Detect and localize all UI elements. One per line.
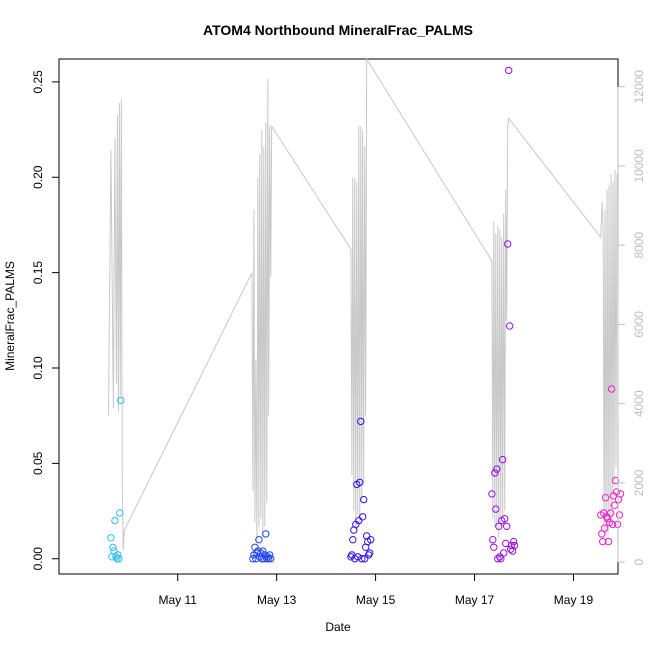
data-point <box>249 555 257 563</box>
data-point <box>495 522 503 530</box>
y-axis-label: MineralFrac_PALMS <box>3 261 17 371</box>
data-point <box>259 547 267 555</box>
right-tick-label: 8000 <box>632 232 646 259</box>
data-point <box>356 478 364 487</box>
data-point <box>598 530 606 538</box>
data-point <box>604 537 613 546</box>
x-axis-label: Date <box>325 620 351 634</box>
data-point <box>354 553 362 561</box>
data-point <box>612 488 621 496</box>
x-axis: May 11 May 13 May 15 May 17 May 19 <box>158 573 594 607</box>
data-point <box>359 513 367 521</box>
data-point <box>262 530 270 538</box>
right-tick-label: 12000 <box>632 70 646 104</box>
data-point <box>111 516 119 525</box>
data-point <box>503 522 511 530</box>
data-point <box>500 549 508 557</box>
data-point <box>601 494 610 502</box>
data-point <box>117 396 125 405</box>
data-point <box>252 555 260 563</box>
data-point <box>607 385 616 393</box>
data-point <box>510 541 519 550</box>
left-tick-label: 0.15 <box>31 261 45 285</box>
left-tick-label: 0.05 <box>31 451 45 475</box>
data-point <box>600 524 609 532</box>
data-point <box>115 555 123 563</box>
data-point <box>509 537 518 546</box>
data-point <box>608 520 617 529</box>
data-point <box>491 469 499 477</box>
plot-frame <box>58 58 619 575</box>
data-point <box>504 240 512 248</box>
x-tick-label: May 11 <box>158 593 197 607</box>
data-point <box>506 322 514 330</box>
left-tick-label: 0.00 <box>31 547 45 571</box>
chart-title: ATOM4 Northbound MineralFrac_PALMS <box>203 22 473 38</box>
series-group-2 <box>249 530 275 563</box>
data-point <box>113 555 121 563</box>
data-point <box>360 495 368 504</box>
data-point <box>260 555 268 563</box>
data-point <box>265 555 273 563</box>
x-tick-label: May 17 <box>455 593 495 607</box>
data-point <box>499 455 507 464</box>
secondary-line-layer <box>108 57 618 551</box>
data-point <box>266 551 274 559</box>
secondary-series-line <box>108 57 618 551</box>
data-point <box>355 516 363 525</box>
right-tick-label: 2000 <box>632 469 646 496</box>
data-point <box>488 490 496 498</box>
left-tick-label: 0.10 <box>31 356 45 380</box>
data-point <box>599 537 607 546</box>
data-point <box>497 555 505 563</box>
data-point <box>367 536 375 544</box>
data-point <box>366 549 374 557</box>
data-point <box>363 532 371 540</box>
series-group-1 <box>107 396 125 563</box>
data-point <box>267 555 275 563</box>
data-point <box>493 465 501 473</box>
right-axis: 0 2000 4000 6000 8000 10000 12000 <box>617 70 646 565</box>
data-point <box>611 476 620 485</box>
data-point <box>107 534 115 542</box>
left-axis: 0.00 0.05 0.10 0.15 0.20 0.25 <box>31 70 60 571</box>
data-point <box>349 536 357 544</box>
data-point <box>507 545 515 553</box>
data-point <box>489 536 497 544</box>
data-point <box>114 551 122 559</box>
series-group-4 <box>488 66 519 563</box>
data-point <box>505 66 513 75</box>
left-tick-label: 0.25 <box>31 70 45 94</box>
series-group-3 <box>347 417 375 563</box>
data-point <box>490 543 498 551</box>
x-tick-label: May 15 <box>356 593 396 607</box>
left-tick-label: 0.20 <box>31 165 45 189</box>
x-tick-label: May 19 <box>554 593 594 607</box>
right-tick-label: 0 <box>632 558 646 565</box>
data-point <box>256 553 264 561</box>
data-point <box>255 536 263 544</box>
data-point <box>494 555 502 563</box>
right-tick-label: 4000 <box>632 390 646 417</box>
x-tick-label: May 13 <box>257 593 297 607</box>
data-point <box>616 490 625 498</box>
data-point <box>615 511 624 519</box>
data-point <box>257 549 265 557</box>
data-point <box>507 541 516 550</box>
data-point <box>358 555 366 563</box>
right-tick-label: 6000 <box>632 311 646 338</box>
data-point <box>357 417 365 426</box>
data-point <box>116 509 124 517</box>
right-tick-label: 10000 <box>632 149 646 183</box>
data-point <box>606 509 615 517</box>
data-point <box>492 505 500 513</box>
data-point <box>361 555 369 563</box>
data-point <box>109 543 117 551</box>
data-point <box>501 515 509 523</box>
data-point <box>603 515 612 523</box>
